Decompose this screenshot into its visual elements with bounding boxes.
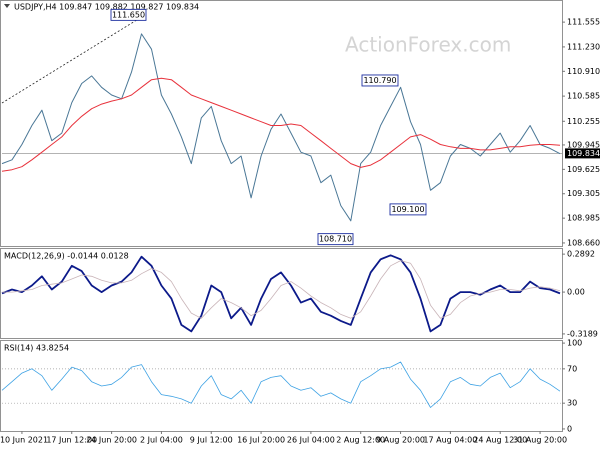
x-tick-label: 16 Jul 20:00 [237,436,285,445]
y-tick-label: 108.985 [567,214,600,223]
last-price-label: 109.834 [567,149,600,158]
series-line [1,77,561,172]
menu-icon [4,4,10,8]
x-tick-label: 26 Jul 04:00 [287,436,335,445]
annotation-box [361,74,399,87]
y-tick-label: -0.3189 [567,329,598,338]
x-tick-label: 10 Jun 2021 [0,436,48,445]
x-tick-label: 24 Aug 12:00 [473,436,527,445]
macd-title: MACD(12,26,9) -0.0144 0.0128 [4,252,129,261]
y-tick-label: 0.00 [567,288,585,297]
annotation-label: 109.100 [391,205,424,214]
y-tick-label: 70 [567,364,577,373]
annotation-box [110,8,147,21]
annotation-box [389,203,427,216]
series-line [1,254,561,333]
y-tick-label: 110.585 [567,92,600,101]
series-line [2,260,561,319]
y-tick-label: 109.945 [567,140,600,149]
x-tick-label: 24 Jun 20:00 [86,436,137,445]
annotation-label: 110.790 [363,76,396,85]
y-tick-label: 108.660 [567,238,600,247]
x-tick-label: 31 Aug 20:00 [513,436,567,445]
rsi-title: RSI(14) 43.8254 [4,344,69,353]
y-tick-label: 30 [567,399,577,408]
series-line [1,361,561,408]
y-tick-label: 111.555 [567,18,600,27]
annotation-label: 111.650 [112,10,145,19]
panel-frame [0,0,563,247]
y-tick-label: 0 [567,424,572,433]
trend-line [1,17,141,104]
x-tick-label: 2 Aug 12:00 [336,436,385,445]
chart-title: USDJPY,H4 109.847 109.882 109.827 109.83… [14,3,199,12]
x-tick-label: 17 Jun 12:00 [46,436,97,445]
y-tick-label: 110.255 [567,117,600,126]
y-tick-label: 110.910 [567,67,600,76]
x-tick-label: 9 Aug 20:00 [376,436,425,445]
panel-frame [0,248,563,339]
last-price-box [565,148,600,159]
y-tick-label: 0.2892 [567,250,595,259]
y-tick-label: 109.625 [567,165,600,174]
annotation-label: 108.710 [319,235,352,244]
y-tick-label: 100 [567,339,582,348]
annotation-box [317,233,354,246]
y-tick-label: 109.305 [567,189,600,198]
series-line [1,33,561,222]
panel-frame [0,340,563,432]
x-tick-label: 2 Jul 04:00 [140,436,183,445]
watermark: ActionForex.com [345,33,511,57]
x-tick-label: 17 Aug 04:00 [423,436,477,445]
x-tick-label: 9 Jul 12:00 [190,436,233,445]
y-tick-label: 111.230 [567,42,600,51]
